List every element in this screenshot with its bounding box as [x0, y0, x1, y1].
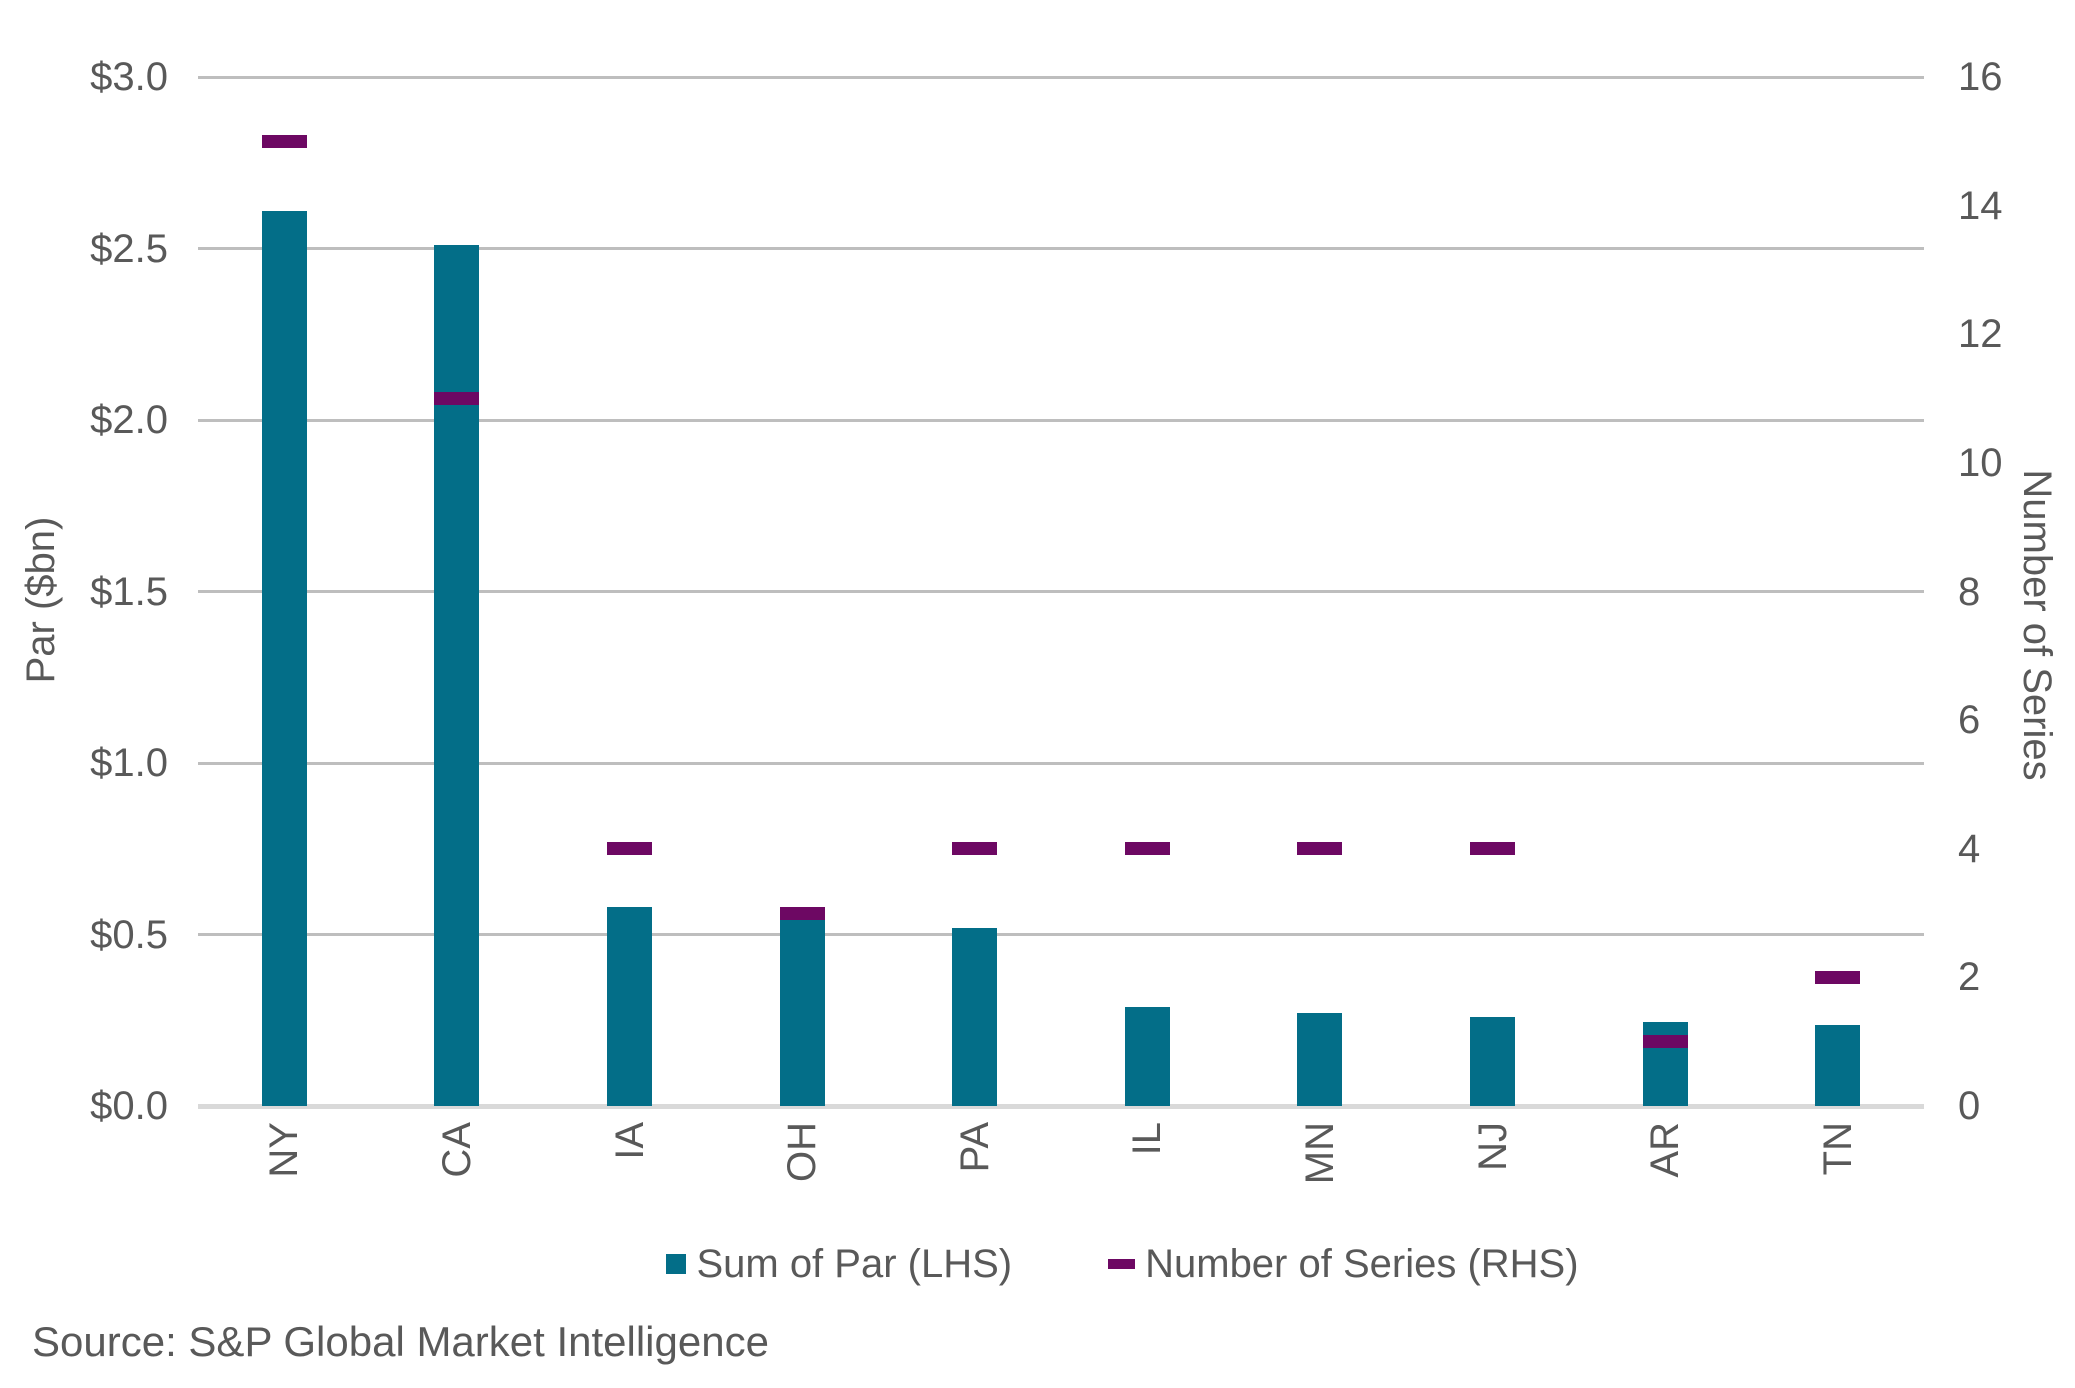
y-axis-tick-right: 12 [1958, 312, 2003, 356]
bar-nj [1470, 1017, 1515, 1106]
x-axis-label-il: IL [1125, 1122, 1169, 1156]
x-axis-label-nj: NJ [1471, 1122, 1515, 1171]
bar-ia [607, 907, 652, 1106]
dash-marker-ia [607, 842, 652, 855]
gridline [198, 762, 1924, 765]
right-axis-title: Number of Series [2015, 469, 2059, 781]
x-axis-label-pa: PA [953, 1122, 997, 1173]
x-axis-label-ca: CA [435, 1122, 479, 1178]
y-axis-tick-left: $1.0 [90, 741, 168, 785]
y-axis-tick-left: $3.0 [90, 55, 168, 99]
dash-marker-ca [434, 392, 479, 405]
legend-item-sum-of-par: Sum of Par (LHS) [666, 1238, 1012, 1290]
x-axis-label-ar: AR [1643, 1122, 1687, 1178]
y-axis-tick-right: 8 [1958, 570, 1981, 614]
dash-marker-ny [262, 135, 307, 148]
bar-series-marker-icon [666, 1254, 687, 1274]
y-axis-tick-left: $0.0 [90, 1084, 168, 1128]
x-axis-label-mn: MN [1298, 1122, 1342, 1185]
gridline [198, 76, 1924, 79]
x-axis-label-ny: NY [262, 1122, 306, 1178]
dash-series-marker-icon [1108, 1259, 1136, 1269]
bar-pa [952, 928, 997, 1106]
dash-marker-oh [780, 907, 825, 920]
legend: Sum of Par (LHS) Number of Series (RHS) [0, 1238, 2075, 1290]
bar-il [1125, 1007, 1170, 1106]
y-axis-tick-left: $0.5 [90, 913, 168, 957]
y-axis-tick-right: 16 [1958, 55, 2003, 99]
bar-ny [262, 211, 307, 1106]
dash-marker-ar [1643, 1035, 1688, 1048]
legend-label-sum-of-par: Sum of Par (LHS) [696, 1242, 1013, 1286]
gridline [198, 247, 1924, 250]
dash-marker-tn [1815, 971, 1860, 984]
y-axis-tick-left: $2.0 [90, 398, 168, 442]
gridline [198, 419, 1924, 422]
y-axis-tick-right: 6 [1958, 698, 1981, 742]
x-axis-label-ia: IA [608, 1122, 652, 1160]
dash-marker-nj [1470, 842, 1515, 855]
dash-marker-mn [1297, 842, 1342, 855]
x-axis-baseline [198, 1104, 1924, 1109]
source-note: Source: S&P Global Market Intelligence [32, 1318, 769, 1365]
x-axis-label-oh: OH [780, 1122, 824, 1182]
gridline [198, 590, 1924, 593]
gridline [198, 933, 1924, 936]
bar-tn [1815, 1025, 1860, 1106]
y-axis-tick-right: 0 [1958, 1084, 1981, 1128]
y-axis-tick-right: 2 [1958, 955, 1981, 999]
bar-mn [1297, 1013, 1342, 1106]
y-axis-tick-left: $1.5 [90, 570, 168, 614]
x-axis-label-tn: TN [1816, 1122, 1860, 1176]
bar-oh [780, 917, 825, 1106]
dash-marker-pa [952, 842, 997, 855]
legend-item-number-of-series: Number of Series (RHS) [1108, 1238, 1579, 1290]
y-axis-tick-right: 4 [1958, 827, 1981, 871]
y-axis-tick-left: $2.5 [90, 227, 168, 271]
dash-marker-il [1125, 842, 1170, 855]
y-axis-tick-right: 14 [1958, 184, 2003, 228]
legend-label-number-of-series: Number of Series (RHS) [1145, 1242, 1579, 1286]
y-axis-tick-right: 10 [1958, 441, 2003, 485]
bar-ca [434, 245, 479, 1106]
